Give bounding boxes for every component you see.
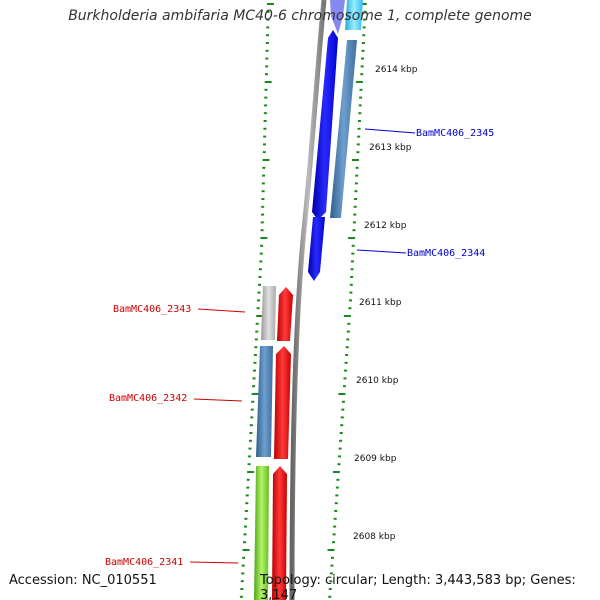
gene-bammc406-2343[interactable] bbox=[261, 286, 293, 341]
topology-text: Topology: circular; Length: 3,443,583 bp… bbox=[260, 573, 576, 600]
scale-label-2613: 2613 kbp bbox=[369, 143, 412, 153]
genome-backbone bbox=[289, 0, 327, 600]
accession-text: Accession: NC_010551 bbox=[9, 573, 157, 588]
scale-label-2608: 2608 kbp bbox=[353, 532, 396, 542]
scale-ticks-inner bbox=[239, 3, 274, 598]
scale-label-2614: 2614 kbp bbox=[375, 65, 418, 75]
gene-bammc406-2345-upper[interactable] bbox=[312, 0, 363, 220]
scale-label-2612: 2612 kbp bbox=[364, 221, 407, 231]
scale-labels: 2614 kbp 2613 kbp 2612 kbp 2611 kbp 2610… bbox=[353, 65, 418, 542]
scale-label-2609: 2609 kbp bbox=[354, 454, 397, 464]
gene-label-bammc406-2344[interactable]: BamMC406_2344 bbox=[407, 248, 485, 259]
gene-label-bammc406-2342[interactable]: BamMC406_2342 bbox=[109, 393, 187, 404]
gene-bammc406-2344[interactable] bbox=[308, 217, 325, 281]
scale-label-2611: 2611 kbp bbox=[359, 298, 402, 308]
label-leader-lines bbox=[189, 128, 416, 564]
gene-label-bammc406-2345[interactable]: BamMC406_2345 bbox=[416, 128, 494, 139]
scale-label-2610: 2610 kbp bbox=[356, 376, 399, 386]
gene-bammc406-2341[interactable] bbox=[254, 466, 287, 600]
gene-label-bammc406-2343[interactable]: BamMC406_2343 bbox=[113, 304, 191, 315]
gene-bammc406-2342[interactable] bbox=[256, 346, 291, 459]
map-title: Burkholderia ambifaria MC40-6 chromosome… bbox=[68, 8, 532, 24]
scale-ticks-outer bbox=[327, 3, 367, 598]
gene-label-bammc406-2341[interactable]: BamMC406_2341 bbox=[105, 557, 183, 568]
gene-labels: BamMC406_2345 BamMC406_2344 BamMC406_234… bbox=[105, 128, 494, 568]
